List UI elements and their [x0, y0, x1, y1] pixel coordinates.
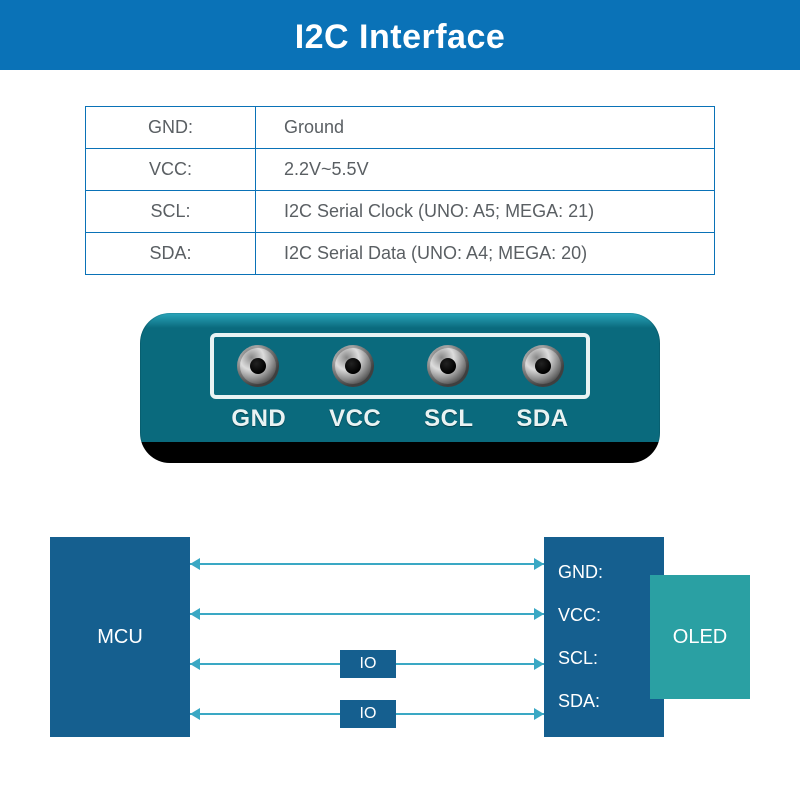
pin-desc-cell: 2.2V~5.5V — [256, 149, 715, 191]
pcb-pin-label: SCL — [424, 405, 474, 433]
oled-port-label: SCL: — [558, 648, 598, 669]
pcb-holes-row — [210, 333, 590, 399]
pin-name-cell: SDA: — [86, 233, 256, 275]
pcb-pin-label: SDA — [516, 405, 568, 433]
pin-desc-cell: I2C Serial Clock (UNO: A5; MEGA: 21) — [256, 191, 715, 233]
table-row: VCC:2.2V~5.5V — [86, 149, 715, 191]
pcb-header-illustration: GND VCC SCL SDA — [140, 313, 660, 463]
oled-port-label: VCC: — [558, 605, 601, 626]
pcb-pin-label: GND — [231, 405, 286, 433]
io-block: IO — [340, 650, 396, 678]
pin-name-cell: GND: — [86, 107, 256, 149]
arrow-left-icon — [190, 708, 200, 720]
mcu-label: MCU — [97, 626, 143, 649]
arrow-left-icon — [190, 558, 200, 570]
wire — [190, 563, 544, 565]
table-row: GND:Ground — [86, 107, 715, 149]
pin-desc-cell: I2C Serial Data (UNO: A4; MEGA: 20) — [256, 233, 715, 275]
mcu-block: MCU — [50, 537, 190, 737]
arrow-right-icon — [534, 708, 544, 720]
pin-definition-table: GND:GroundVCC:2.2V~5.5VSCL:I2C Serial Cl… — [85, 106, 715, 275]
pcb-hole — [427, 345, 469, 387]
pcb-pin-labels: GND VCC SCL SDA — [210, 405, 590, 433]
title-bar: I2C Interface — [0, 0, 800, 70]
wire — [190, 613, 544, 615]
oled-port-label: SDA: — [558, 691, 600, 712]
oled-port-block: GND: VCC: SCL: SDA: — [544, 537, 664, 737]
pin-table-body: GND:GroundVCC:2.2V~5.5VSCL:I2C Serial Cl… — [86, 107, 715, 275]
page-title: I2C Interface — [295, 18, 506, 57]
arrow-right-icon — [534, 658, 544, 670]
pcb-pin-label: VCC — [329, 405, 381, 433]
table-row: SCL:I2C Serial Clock (UNO: A5; MEGA: 21) — [86, 191, 715, 233]
table-row: SDA:I2C Serial Data (UNO: A4; MEGA: 20) — [86, 233, 715, 275]
oled-label: OLED — [673, 626, 727, 649]
pcb-board: GND VCC SCL SDA — [140, 313, 660, 463]
pcb-hole — [522, 345, 564, 387]
arrow-right-icon — [534, 558, 544, 570]
pcb-hole — [332, 345, 374, 387]
arrow-right-icon — [534, 608, 544, 620]
pin-desc-cell: Ground — [256, 107, 715, 149]
oled-block: OLED — [650, 575, 750, 699]
oled-port-label: GND: — [558, 562, 603, 583]
pcb-hole — [237, 345, 279, 387]
connection-block-diagram: MCU GND: VCC: SCL: SDA: OLED IO IO — [50, 507, 750, 767]
arrow-left-icon — [190, 608, 200, 620]
pin-name-cell: VCC: — [86, 149, 256, 191]
pin-name-cell: SCL: — [86, 191, 256, 233]
arrow-left-icon — [190, 658, 200, 670]
io-block: IO — [340, 700, 396, 728]
